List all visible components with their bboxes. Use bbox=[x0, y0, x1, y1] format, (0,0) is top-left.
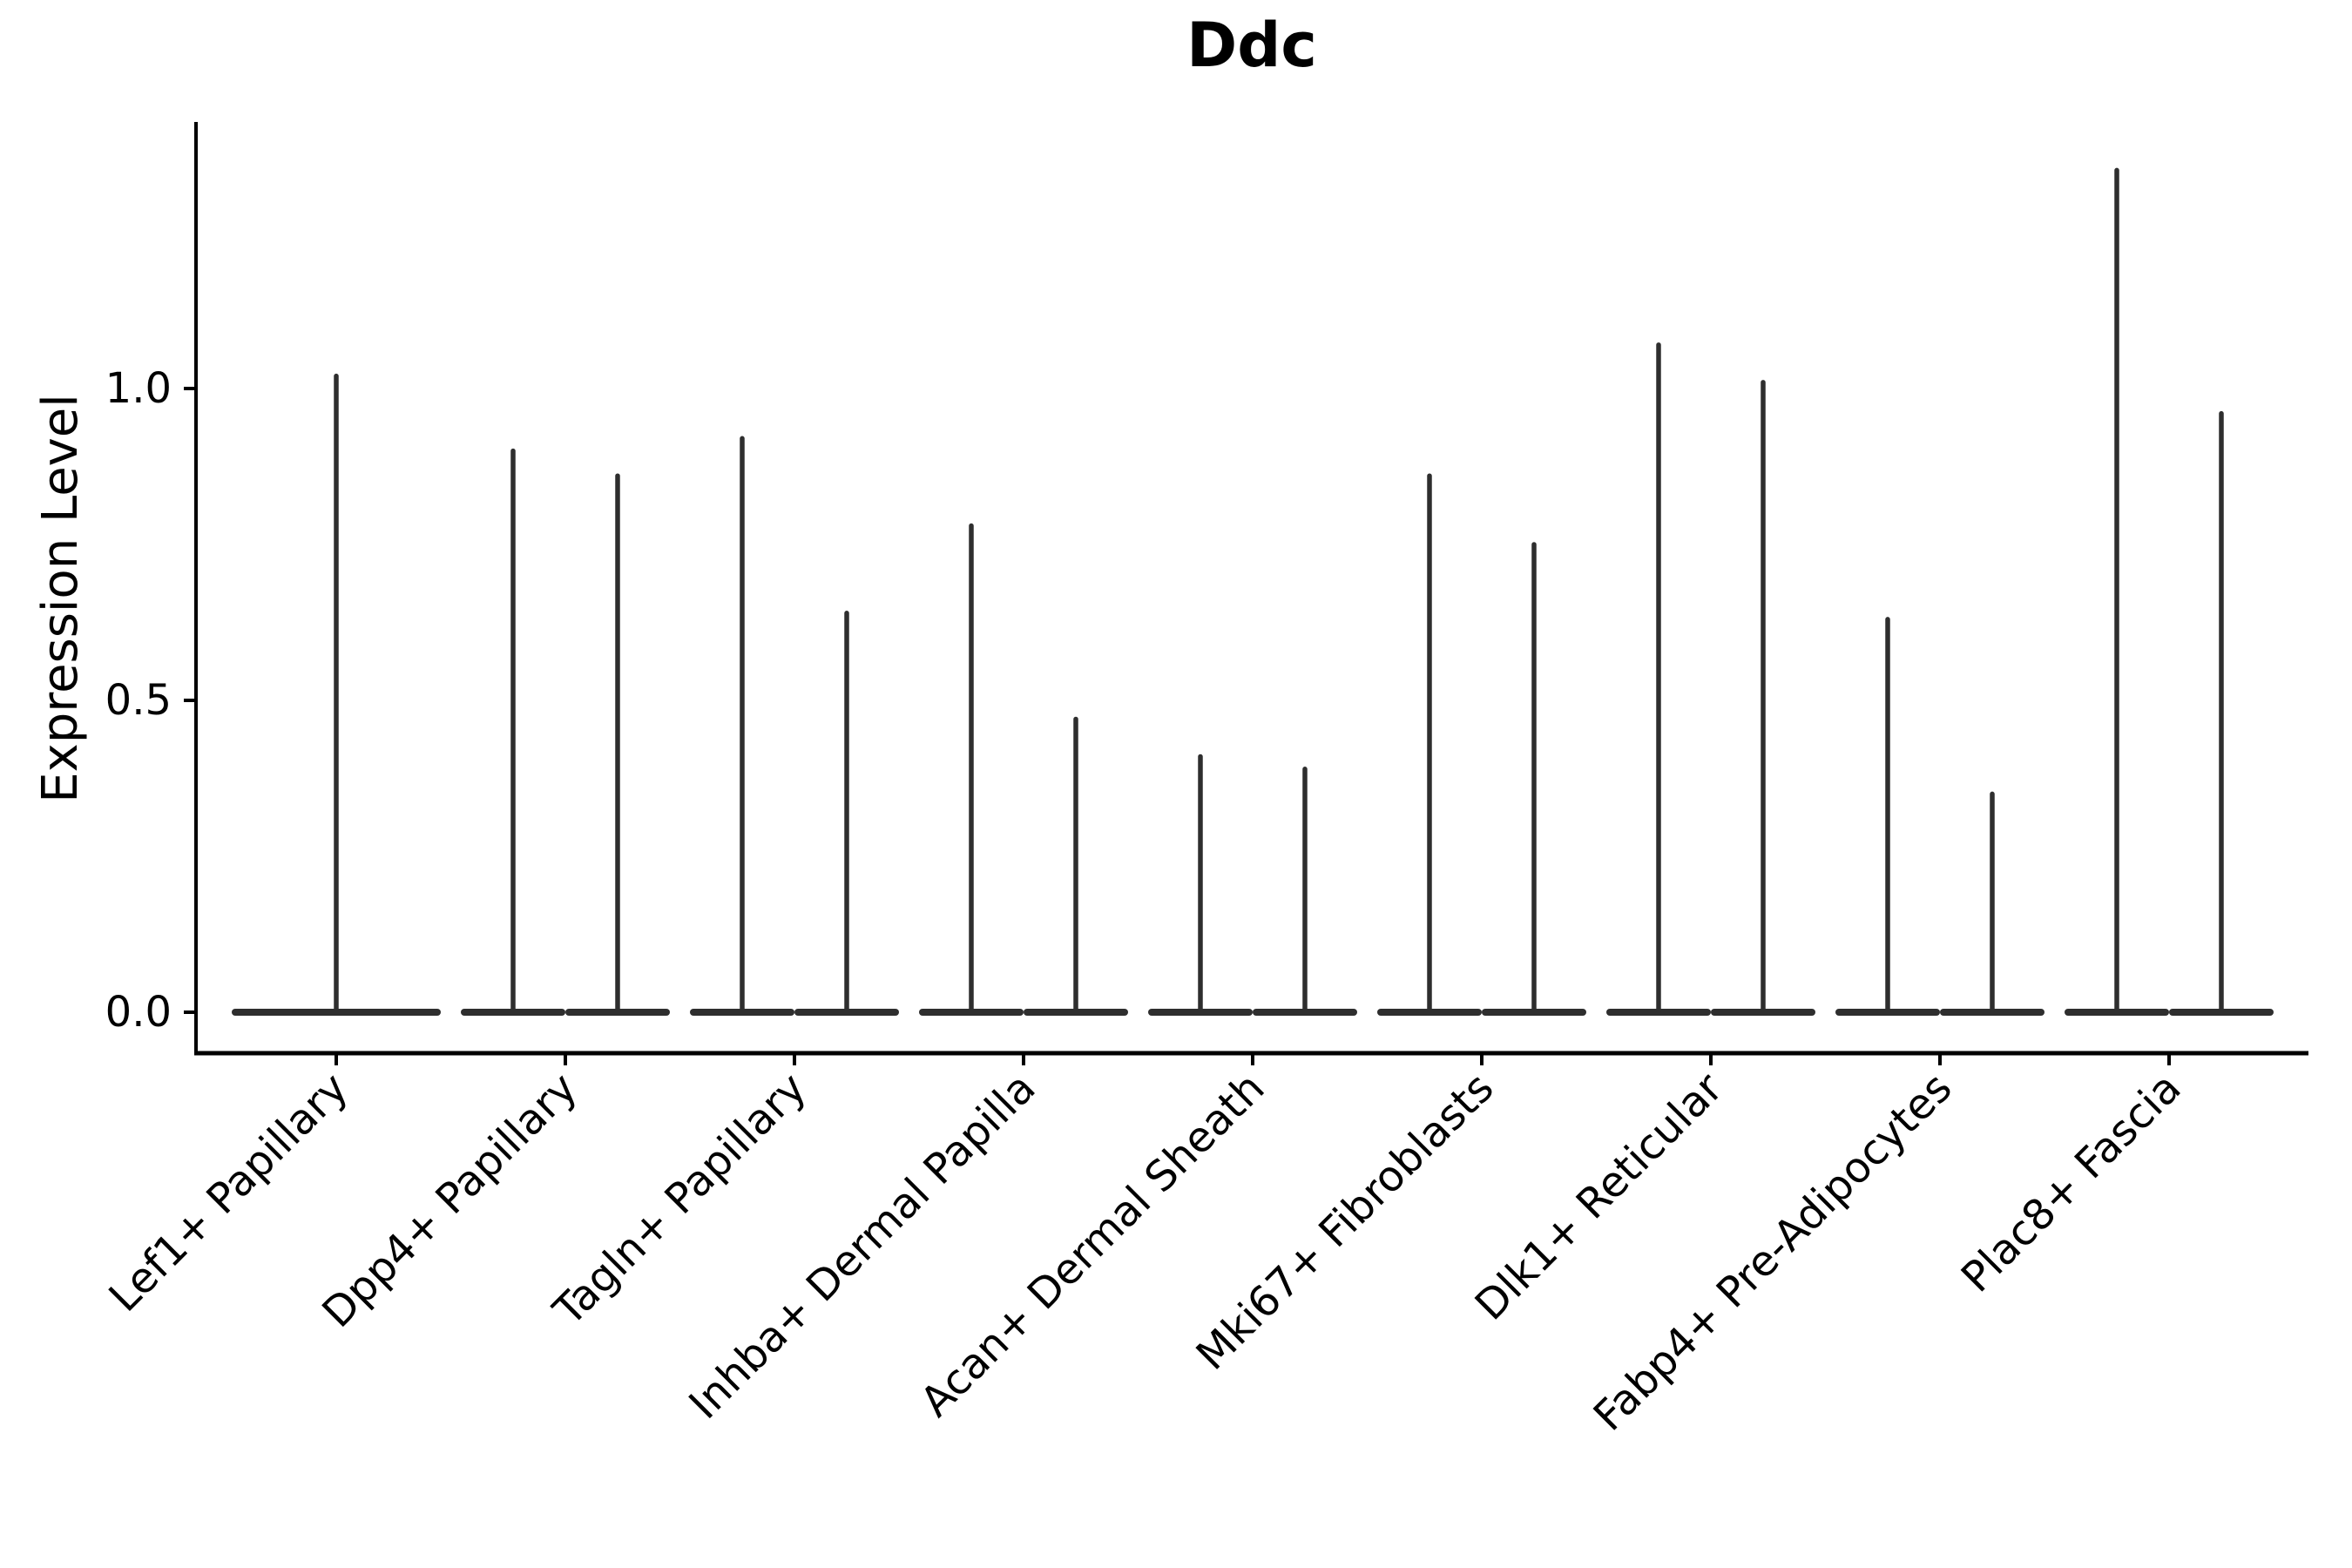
x-tick-label: Tagln+ Papillary bbox=[544, 1064, 815, 1335]
violins bbox=[232, 167, 2274, 1016]
chart-title: Ddc bbox=[1186, 10, 1317, 81]
y-axis-label: Expression Level bbox=[32, 394, 89, 803]
x-tick-label: Dlk1+ Reticular bbox=[1466, 1064, 1733, 1330]
y-tick-label: 0.5 bbox=[105, 676, 172, 725]
y-tick-label: 0.0 bbox=[105, 988, 172, 1037]
x-tick-label: Lef1+ Papillary bbox=[100, 1064, 358, 1321]
y-tick-label: 1.0 bbox=[105, 364, 172, 413]
x-tick-label: Dpp4+ Papillary bbox=[313, 1064, 586, 1337]
x-tick-label: Plac8+ Fascia bbox=[1952, 1064, 2191, 1302]
